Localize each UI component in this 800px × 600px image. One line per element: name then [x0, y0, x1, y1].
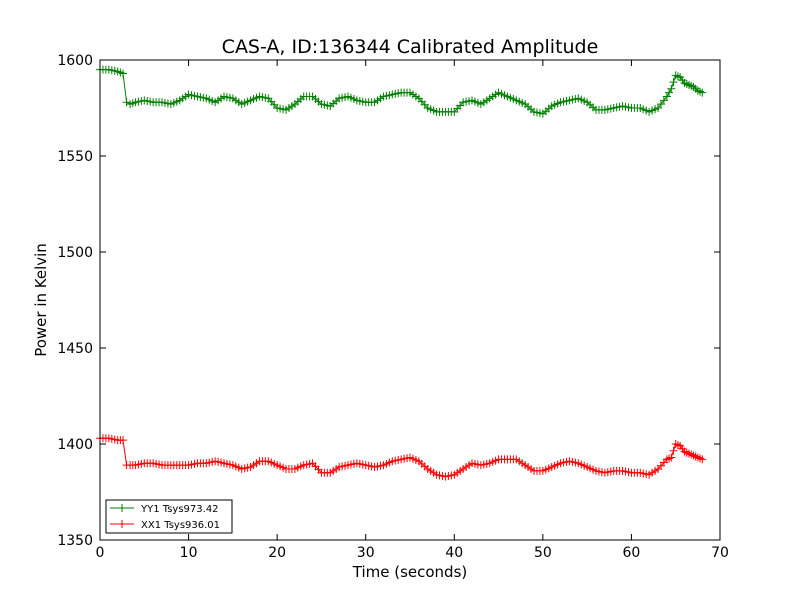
plot-frame	[99, 59, 721, 541]
y-tick-label: 1500	[57, 245, 93, 261]
x-tick-label: 40	[445, 545, 463, 561]
data-point	[698, 88, 707, 97]
x-tick-label: 20	[268, 545, 286, 561]
legend-marker	[118, 504, 126, 512]
plot-area	[96, 65, 707, 481]
data-point	[669, 446, 678, 455]
y-tick-label: 1350	[57, 533, 93, 549]
x-tick-label: 70	[711, 545, 729, 561]
x-axis-label: Time (seconds)	[352, 563, 468, 581]
legend: YY1 Tsys973.42 XX1 Tsys936.01	[105, 499, 233, 534]
legend-marker	[118, 520, 126, 528]
y-axis: 1350 1400 1450 1500 1550 1600	[57, 53, 720, 549]
x-tick-label: 10	[180, 545, 198, 561]
data-point	[119, 69, 128, 78]
data-point	[119, 436, 128, 445]
x-tick-label: 0	[96, 545, 105, 561]
legend-label: YY1 Tsys973.42	[140, 504, 219, 515]
series-2	[96, 434, 707, 481]
x-tick-label: 60	[623, 545, 641, 561]
legend-label: XX1 Tsys936.01	[141, 520, 220, 531]
legend-box	[105, 499, 233, 534]
y-tick-label: 1550	[57, 149, 93, 165]
x-tick-label: 50	[534, 545, 552, 561]
data-point	[667, 84, 676, 93]
y-tick-label: 1400	[57, 437, 93, 453]
series-1	[96, 65, 707, 118]
data-point	[122, 98, 131, 107]
data-point	[698, 455, 707, 464]
x-axis: 0 10 20 30 40 50 60 70	[96, 60, 729, 561]
x-tick-label: 30	[357, 545, 375, 561]
data-point	[667, 453, 676, 462]
chart-title: CAS-A, ID:136344 Calibrated Amplitude	[222, 36, 599, 58]
y-axis-label: Power in Kelvin	[32, 243, 50, 357]
y-tick-label: 1450	[57, 341, 93, 357]
y-tick-label: 1600	[57, 53, 93, 69]
data-point	[669, 78, 678, 87]
